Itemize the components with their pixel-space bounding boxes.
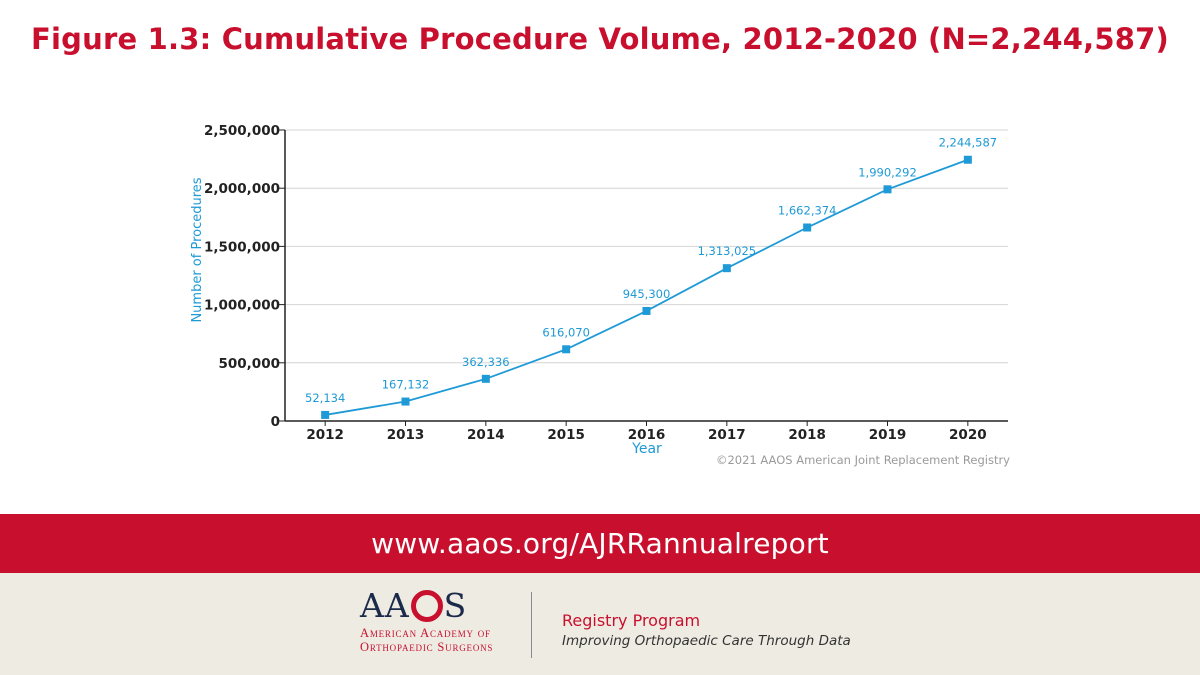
report-url-link[interactable]: www.aaos.org/AJRRannualreport: [371, 527, 829, 560]
data-point: [722, 264, 731, 273]
aaos-logo-mark: AA S: [360, 589, 510, 622]
data-label: 2,244,587: [939, 136, 998, 150]
x-tick-label: 2020: [949, 427, 987, 443]
y-tick-label: 500,000: [219, 356, 281, 372]
data-point: [481, 374, 490, 383]
registry-program: Registry Program Improving Orthopaedic C…: [562, 611, 851, 651]
x-tick-label: 2018: [788, 427, 826, 443]
data-label: 362,336: [462, 355, 510, 369]
y-tick-label: 0: [271, 414, 280, 430]
logo-letters-s: S: [443, 586, 468, 625]
logo-letters-aa: AA: [360, 586, 410, 625]
chart-title: Figure 1.3: Cumulative Procedure Volume,…: [31, 22, 1169, 56]
data-point: [642, 306, 651, 315]
data-point: [883, 185, 892, 194]
data-label: 167,132: [382, 378, 430, 392]
x-tick-label: 2015: [547, 427, 585, 443]
x-axis-label: Year: [631, 441, 662, 457]
line-chart: 0 500,000 1,000,000 1,500,000 2,000,000 2,500…: [190, 123, 1008, 457]
logo-line-1: American Academy of: [360, 626, 491, 640]
logo-ring-icon: [410, 589, 443, 622]
x-tick-label: 2012: [306, 427, 344, 443]
data-point: [562, 345, 571, 354]
y-tick-label: 1,000,000: [204, 298, 280, 314]
data-label: 616,070: [542, 325, 590, 339]
axes: 0 500,000 1,000,000 1,500,000 2,000,000 2,500…: [204, 123, 1008, 443]
copyright-note: ©2021 AAOS American Joint Replacement Re…: [715, 453, 1010, 467]
y-axis-label: Number of Procedures: [190, 177, 205, 322]
data-label: 52,134: [305, 391, 345, 405]
data-labels: 52,134 167,132 362,336 616,070 945,300 1,313,…: [305, 136, 997, 405]
x-tick-label: 2017: [708, 427, 746, 443]
x-tick-label: 2014: [467, 427, 505, 443]
y-tick-label: 2,000,000: [204, 181, 280, 197]
x-tick-label: 2019: [869, 427, 907, 443]
program-tagline: Improving Orthopaedic Care Through Data: [562, 633, 851, 649]
footer-divider: [531, 592, 532, 658]
data-point: [963, 155, 972, 164]
data-label: 945,300: [623, 287, 671, 301]
program-name: Registry Program: [562, 611, 701, 630]
x-tick-label: 2016: [628, 427, 666, 443]
data-label: 1,990,292: [858, 165, 917, 179]
y-tick-label: 2,500,000: [204, 123, 280, 139]
data-label: 1,662,374: [778, 203, 837, 217]
data-point: [803, 223, 812, 232]
y-tick-label: 1,500,000: [204, 239, 280, 255]
aaos-logo: AA S American Academy of Orthopaedic Surg…: [360, 589, 510, 654]
gridlines: [285, 129, 1008, 364]
x-tick-label: 2013: [387, 427, 425, 443]
url-banner: www.aaos.org/AJRRannualreport: [0, 514, 1200, 573]
data-label: 1,313,025: [698, 244, 757, 258]
logo-line-2: Orthopaedic Surgeons: [360, 640, 494, 654]
data-point: [401, 397, 410, 406]
series-procedures: [321, 155, 972, 419]
footer: AA S American Academy of Orthopaedic Surg…: [0, 573, 1200, 675]
data-point: [321, 410, 330, 419]
